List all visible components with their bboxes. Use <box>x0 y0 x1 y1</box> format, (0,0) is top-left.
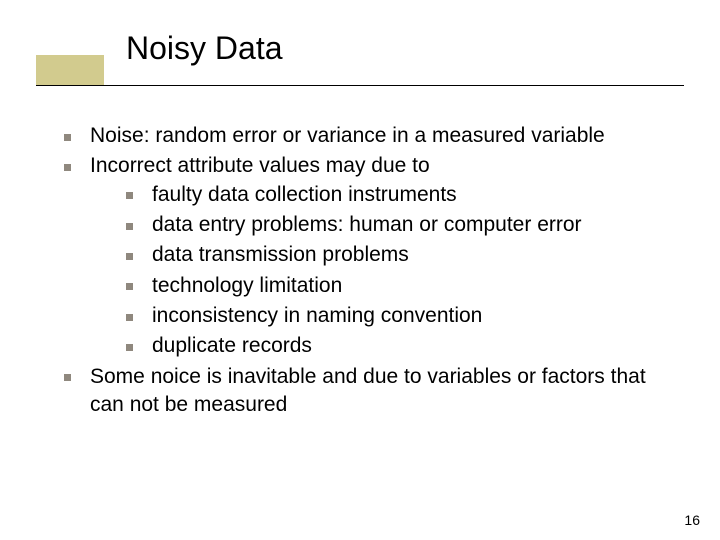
sub-bullet-text: data transmission problems <box>152 243 409 266</box>
sub-bullet-text: faulty data collection instruments <box>152 183 457 206</box>
bullet-text: Some noice is inavitable and due to vari… <box>90 365 646 416</box>
bullet-text: Noise: random error or variance in a mea… <box>90 124 605 147</box>
square-bullet-icon <box>126 223 133 230</box>
sub-bullet-item: data entry problems: human or computer e… <box>126 211 672 239</box>
sub-bullet-item: technology limitation <box>126 272 672 300</box>
bullet-item: Noise: random error or variance in a mea… <box>64 122 672 150</box>
sub-bullet-item: faulty data collection instruments <box>126 181 672 209</box>
slide-title: Noisy Data <box>126 30 283 67</box>
square-bullet-icon <box>126 192 133 199</box>
sub-bullet-text: data entry problems: human or computer e… <box>152 213 582 236</box>
bullet-text: Incorrect attribute values may due to <box>90 154 430 177</box>
slide: Noisy Data Noise: random error or varian… <box>0 0 720 540</box>
sub-bullet-text: duplicate records <box>152 334 312 357</box>
square-bullet-icon <box>126 344 133 351</box>
sub-bullet-item: data transmission problems <box>126 241 672 269</box>
sub-bullet-list: faulty data collection instruments data … <box>90 181 672 361</box>
square-bullet-icon <box>64 134 71 141</box>
sub-bullet-item: inconsistency in naming convention <box>126 302 672 330</box>
square-bullet-icon <box>64 164 71 171</box>
bullet-item: Some noice is inavitable and due to vari… <box>64 363 672 420</box>
header-rule <box>36 85 684 86</box>
bullet-list: Noise: random error or variance in a mea… <box>64 122 672 419</box>
bullet-item: Incorrect attribute values may due to fa… <box>64 152 672 360</box>
square-bullet-icon <box>126 253 133 260</box>
sub-bullet-text: inconsistency in naming convention <box>152 304 482 327</box>
slide-content: Noise: random error or variance in a mea… <box>64 122 672 421</box>
slide-header: Noisy Data <box>0 0 720 88</box>
sub-bullet-item: duplicate records <box>126 332 672 360</box>
square-bullet-icon <box>126 283 133 290</box>
square-bullet-icon <box>126 314 133 321</box>
sub-bullet-text: technology limitation <box>152 274 342 297</box>
accent-block <box>36 55 104 85</box>
page-number: 16 <box>684 512 700 528</box>
square-bullet-icon <box>64 374 71 381</box>
